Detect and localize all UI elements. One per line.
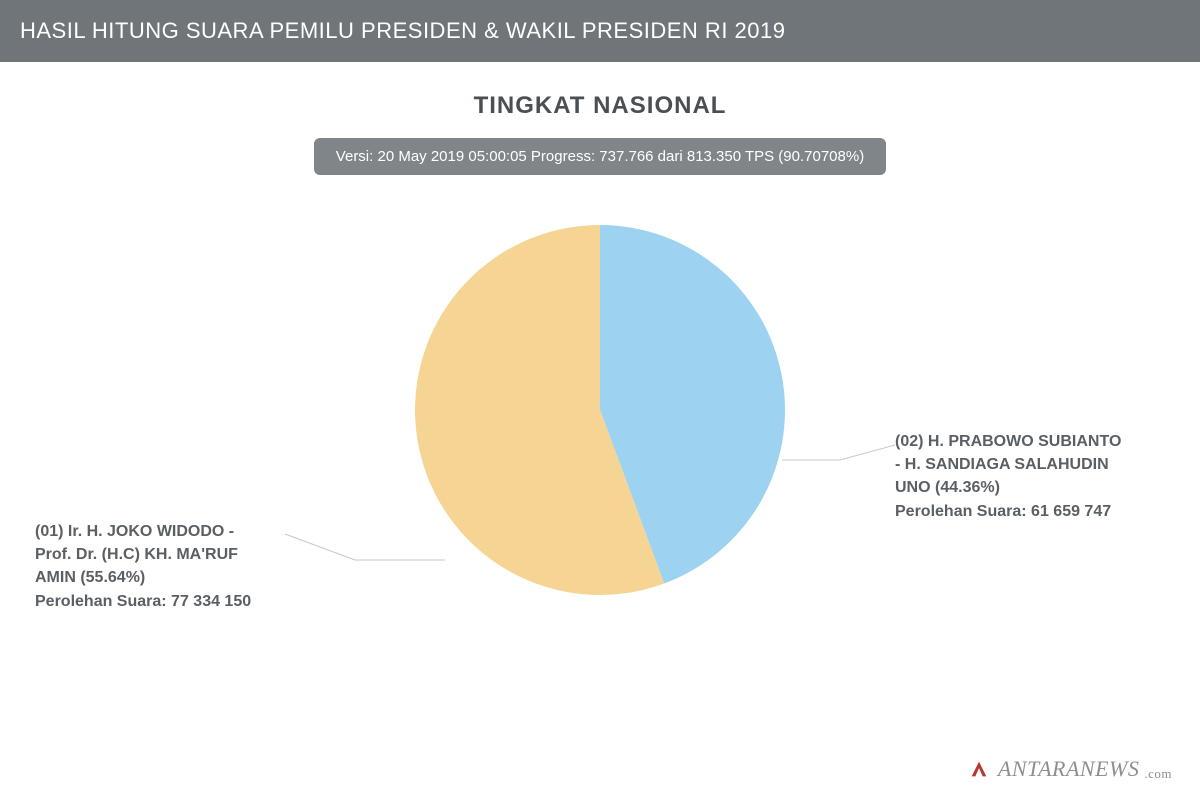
header-title: HASIL HITUNG SUARA PEMILU PRESIDEN & WAK… <box>20 18 785 43</box>
watermark-suffix: .com <box>1144 766 1172 782</box>
slice-label-01: (01) Ir. H. JOKO WIDODO - Prof. Dr. (H.C… <box>35 520 285 613</box>
slice-02-line1: (02) H. PRABOWO SUBIANTO <box>895 433 1121 450</box>
antaranews-logo-icon <box>968 758 990 780</box>
slice-02-line4: Perolehan Suara: 61 659 747 <box>895 503 1111 520</box>
slice-02-line2: - H. SANDIAGA SALAHUDIN <box>895 456 1109 473</box>
slice-01-line1: (01) Ir. H. JOKO WIDODO - <box>35 523 234 540</box>
watermark-text: ANTARANEWS <box>998 756 1139 782</box>
slice-01-line3: AMIN (55.64%) <box>35 569 145 586</box>
slice-02-line3: UNO (44.36%) <box>895 479 1000 496</box>
slice-label-02: (02) H. PRABOWO SUBIANTO - H. SANDIAGA S… <box>895 430 1145 523</box>
watermark: ANTARANEWS .com <box>968 756 1172 782</box>
subtitle: TINGKAT NASIONAL <box>0 92 1200 120</box>
pie-svg <box>415 225 785 595</box>
page-header: HASIL HITUNG SUARA PEMILU PRESIDEN & WAK… <box>0 0 1200 62</box>
progress-badge: Versi: 20 May 2019 05:00:05 Progress: 73… <box>314 138 886 175</box>
slice-01-line2: Prof. Dr. (H.C) KH. MA'RUF <box>35 546 238 563</box>
slice-01-line4: Perolehan Suara: 77 334 150 <box>35 593 251 610</box>
pie-container <box>415 225 785 595</box>
